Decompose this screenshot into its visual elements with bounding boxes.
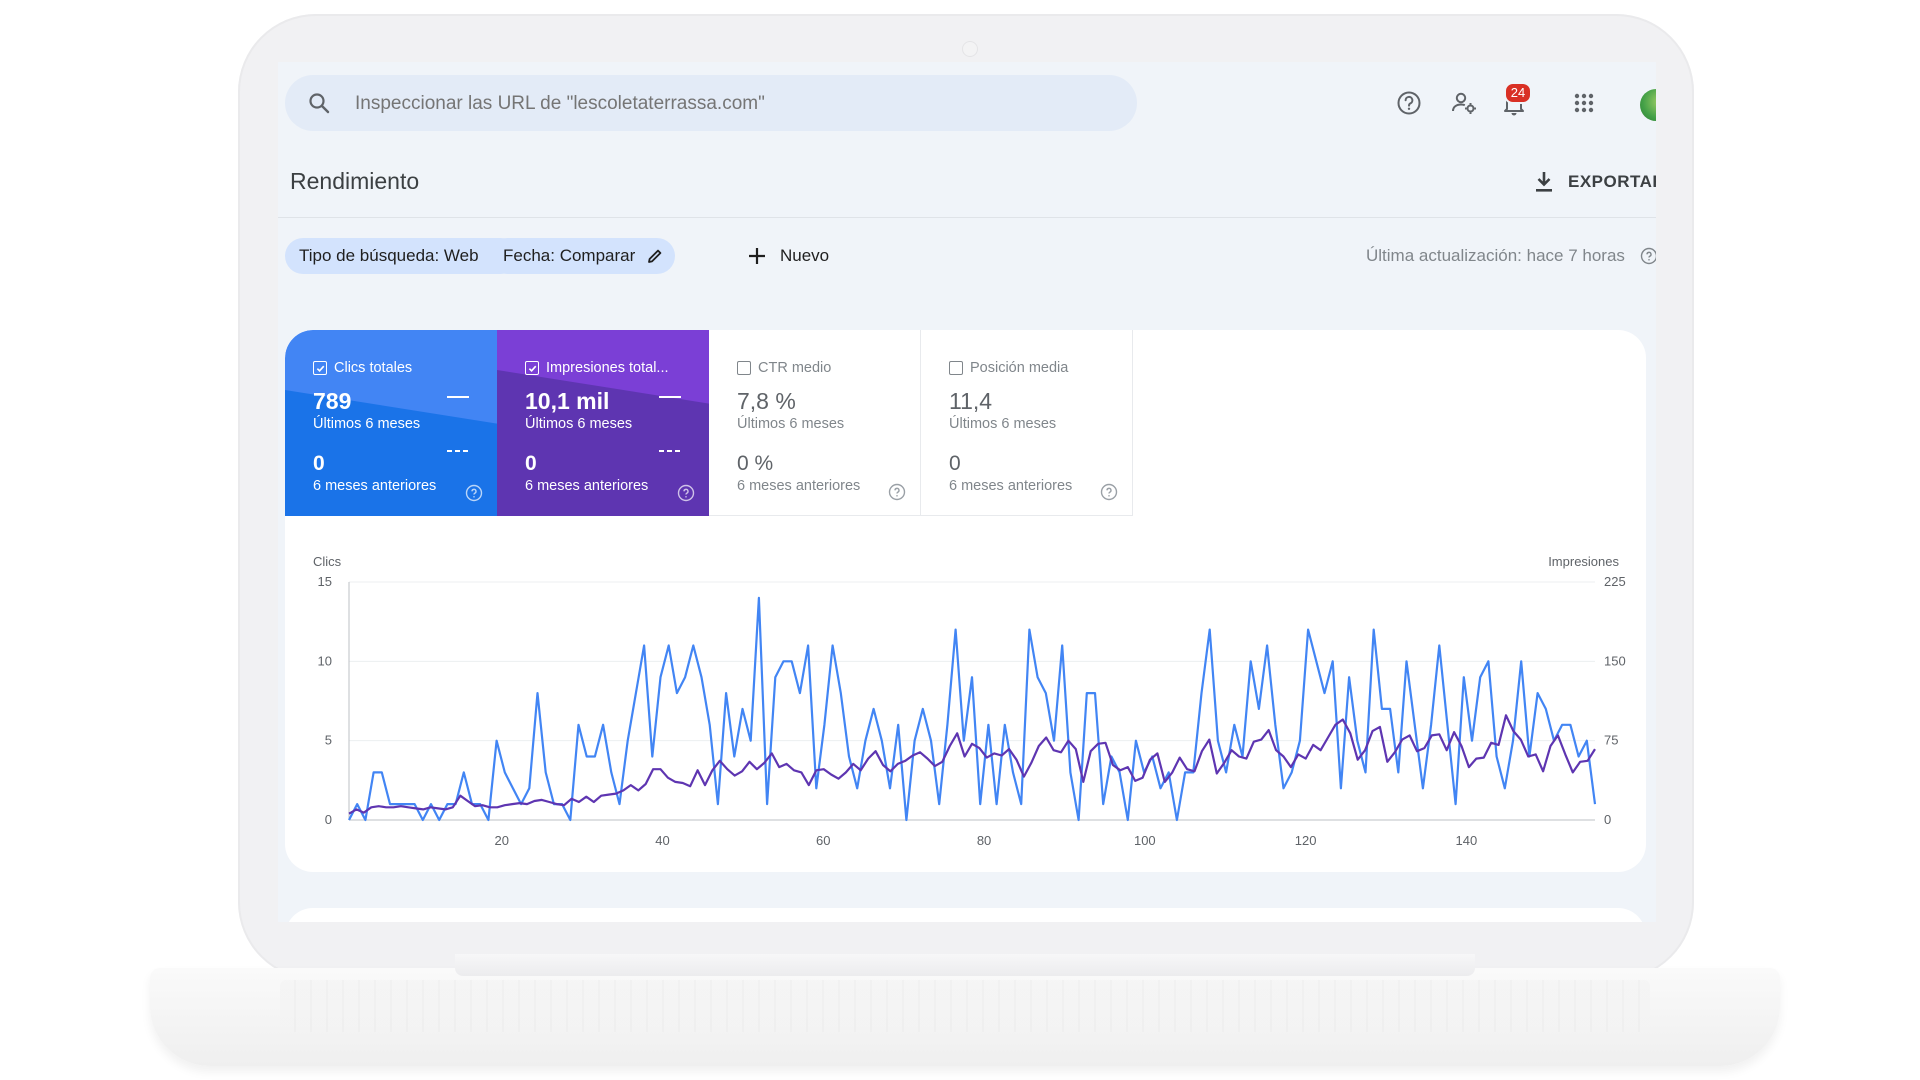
metric-card-position[interactable]: Posición media 11,4 Últimos 6 meses 0 6 … (921, 330, 1133, 516)
metric-label: Posición media (970, 360, 1069, 376)
metric-compare-period: 6 meses anteriores (737, 478, 861, 494)
metric-value: 11,4 (949, 388, 993, 414)
legend-dashed-line (659, 450, 681, 452)
user-settings-icon[interactable] (1450, 89, 1478, 117)
x-tick-label: 100 (1134, 833, 1156, 848)
new-filter-label: Nuevo (780, 246, 830, 265)
last-updated-text: Última actualización: hace 7 horas (1366, 246, 1625, 265)
help-icon[interactable] (1100, 483, 1118, 501)
apps-grid-icon[interactable] (1570, 89, 1598, 117)
avatar[interactable] (1640, 89, 1656, 121)
metric-card-ctr[interactable]: CTR medio 7,8 % Últimos 6 meses 0 % 6 me… (709, 330, 921, 516)
chip-label: Tipo de búsqueda: Web (299, 246, 479, 265)
y-right-tick-label: 150 (1604, 653, 1626, 668)
metric-period: Últimos 6 meses (737, 416, 845, 432)
metric-card-impressions[interactable]: Impresiones total... 10,1 mil Últimos 6 … (497, 330, 709, 516)
x-tick-label: 120 (1295, 833, 1317, 848)
metric-value: 7,8 % (737, 388, 796, 414)
search-icon[interactable] (307, 91, 331, 115)
y-right-tick-label: 225 (1604, 574, 1626, 589)
search-input[interactable] (353, 75, 1117, 133)
search-bar[interactable] (285, 75, 1137, 133)
y-right-tick-label: 0 (1604, 812, 1611, 827)
plus-icon (749, 248, 765, 264)
chip-label: Fecha: Comparar (503, 246, 636, 265)
y-left-tick-label: 15 (318, 574, 332, 589)
download-icon (1536, 172, 1552, 192)
x-tick-label: 40 (655, 833, 669, 848)
laptop-keyboard (280, 980, 1650, 1032)
checkbox-unchecked-icon[interactable] (737, 361, 751, 375)
metric-value: 10,1 mil (525, 388, 610, 414)
filter-chip-date[interactable]: Fecha: Comparar (489, 238, 676, 274)
help-icon[interactable] (677, 484, 695, 502)
help-icon[interactable] (1395, 89, 1423, 117)
metric-period: Últimos 6 meses (949, 416, 1057, 432)
laptop-hinge (455, 954, 1475, 976)
metric-compare-value: 0 (313, 452, 325, 475)
export-label: EXPORTAR (1568, 172, 1656, 191)
export-button[interactable]: EXPORTAR (1534, 164, 1656, 200)
metric-label: Clics totales (334, 360, 413, 376)
y-left-tick-label: 0 (325, 812, 332, 827)
clicks-series-line (348, 596, 1597, 822)
metric-label: Impresiones total... (546, 360, 669, 376)
pencil-icon (648, 249, 662, 263)
legend-solid-line (447, 396, 469, 398)
y-left-axis-title: Clics (313, 554, 342, 569)
webcam (962, 41, 978, 57)
divider (278, 217, 1656, 218)
metric-label: CTR medio (758, 360, 832, 376)
x-tick-label: 140 (1456, 833, 1478, 848)
new-filter-button[interactable]: Nuevo (748, 238, 829, 274)
metric-compare-value: 0 % (737, 452, 774, 475)
metric-compare-value: 0 (949, 452, 961, 475)
x-tick-label: 80 (977, 833, 991, 848)
metric-period: Últimos 6 meses (313, 416, 421, 432)
metric-card-clicks[interactable]: Clics totales 789 Últimos 6 meses 0 6 me… (285, 330, 497, 516)
performance-chart: 15 225 10 150 5 75 0 0 Clics Impresiones 20 40 60 80 1… (313, 554, 1626, 848)
metric-compare-period: 6 meses anteriores (525, 478, 649, 494)
help-icon[interactable] (888, 483, 906, 501)
checkbox-checked-icon[interactable] (313, 361, 327, 375)
y-right-axis-title: Impresiones (1548, 554, 1619, 569)
notification-badge: 24 (1504, 82, 1532, 104)
x-tick-label: 60 (816, 833, 830, 848)
help-icon[interactable] (465, 484, 483, 502)
x-tick-label: 20 (495, 833, 509, 848)
metric-value: 789 (313, 388, 352, 414)
filter-chip-search-type[interactable]: Tipo de búsqueda: Web (285, 238, 519, 274)
checkbox-checked-icon[interactable] (525, 361, 539, 375)
y-left-tick-label: 10 (318, 653, 332, 668)
screen: 24 Rendimiento EXPORTAR Tipo de búsqueda… (278, 62, 1656, 922)
metric-compare-period: 6 meses anteriores (949, 478, 1073, 494)
legend-dashed-line (447, 450, 469, 452)
impressions-series-line (348, 714, 1596, 815)
help-icon[interactable] (1640, 247, 1656, 265)
metric-period: Últimos 6 meses (525, 416, 633, 432)
metric-compare-period: 6 meses anteriores (313, 478, 437, 494)
performance-card: Clics totales 789 Últimos 6 meses 0 6 me… (285, 330, 1646, 872)
y-right-tick-label: 75 (1604, 733, 1618, 748)
y-left-tick-label: 5 (325, 733, 332, 748)
page-title: Rendimiento (290, 168, 420, 194)
metric-compare-value: 0 (525, 452, 537, 475)
legend-solid-line (659, 396, 681, 398)
next-card (285, 908, 1646, 922)
checkbox-unchecked-icon[interactable] (949, 361, 963, 375)
